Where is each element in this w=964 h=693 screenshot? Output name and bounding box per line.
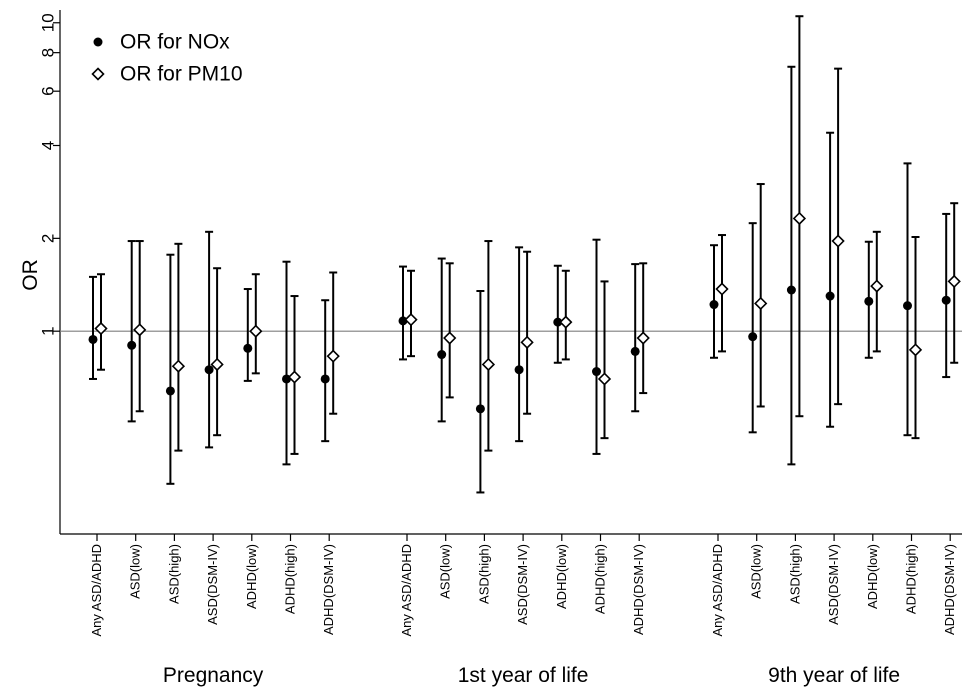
point-nox <box>165 386 175 396</box>
group-labels: Pregnancy 1st year of life 9th year of lif… <box>163 664 900 687</box>
point-nox <box>204 365 214 375</box>
point-pm10 <box>287 370 302 384</box>
x-axis: Any ASD/ADHD ASD(low) ASD(high) ASD(DSM-IV)… <box>89 534 957 636</box>
y-tick-label: 6 <box>39 86 58 95</box>
group-label: 1st year of life <box>458 664 589 687</box>
point-pm10 <box>947 274 961 289</box>
x-tick-label: ADHD(DSM-IV) <box>631 544 646 635</box>
point-pm10 <box>133 323 147 337</box>
y-tick-label: 1 <box>39 326 58 335</box>
point-pm10 <box>559 315 573 329</box>
point-nox <box>825 291 835 301</box>
x-tick-label: ASD(low) <box>128 544 143 599</box>
point-nox <box>748 332 758 342</box>
point-pm10 <box>249 324 263 338</box>
x-tick-label: ADHD(DSM-IV) <box>321 544 336 635</box>
x-tick-label: ASD(high) <box>166 544 181 604</box>
x-tick-label: ASD(low) <box>749 544 764 599</box>
x-tick-label: ASD(DSM-IV) <box>826 544 841 625</box>
x-tick-label: Any ASD/ADHD <box>710 544 725 636</box>
point-pm10 <box>210 357 224 372</box>
point-pm10 <box>792 211 807 226</box>
point-pm10 <box>870 279 884 293</box>
y-tick-label: 8 <box>39 48 58 57</box>
x-tick-label: Any ASD/ADHD <box>89 544 104 636</box>
point-pm10 <box>326 349 340 363</box>
series-layer <box>88 15 961 494</box>
point-pm10 <box>94 321 108 336</box>
x-tick-label: ADHD(low) <box>865 544 880 609</box>
point-nox <box>88 334 98 344</box>
point-pm10 <box>715 282 729 296</box>
x-tick-label: ASD(DSM-IV) <box>515 544 530 625</box>
y-tick-label: 4 <box>39 141 58 150</box>
point-nox <box>786 285 796 295</box>
series-1 <box>94 15 961 455</box>
y-tick-label: 10 <box>39 13 58 32</box>
x-tick-label: ASD(high) <box>787 544 802 604</box>
y-axis: 1 2 4 6 8 10 <box>39 13 60 336</box>
point-nox <box>514 365 524 375</box>
y-axis-title: OR <box>19 259 42 291</box>
point-pm10 <box>597 372 612 386</box>
x-tick-label: ADHD(high) <box>593 544 608 614</box>
point-pm10 <box>404 313 418 327</box>
legend-label: OR for NOx <box>120 31 230 54</box>
point-nox <box>320 374 330 384</box>
point-nox <box>864 296 874 306</box>
point-nox <box>243 343 253 353</box>
point-pm10 <box>831 234 845 248</box>
legend-marker-nox <box>93 37 103 47</box>
point-nox <box>709 300 719 310</box>
point-nox <box>903 301 912 311</box>
legend-item-0: OR for NOx <box>93 31 230 54</box>
x-tick-label: ADHD(high) <box>283 544 298 614</box>
x-tick-label: Any ASD/ADHD <box>399 544 414 636</box>
x-tick-label: ADHD(high) <box>904 544 919 614</box>
point-pm10 <box>171 359 186 373</box>
legend-marker-pm10 <box>91 67 105 81</box>
y-tick-label: 2 <box>39 234 58 243</box>
point-pm10 <box>636 331 650 345</box>
point-pm10 <box>754 296 768 311</box>
group-label: Pregnancy <box>163 664 264 687</box>
legend-label: OR for PM10 <box>120 63 243 86</box>
x-tick-label: ADHD(low) <box>554 544 569 609</box>
x-tick-label: ASD(high) <box>476 544 491 604</box>
point-nox <box>592 367 601 377</box>
point-nox <box>127 340 137 350</box>
plot-frame <box>59 10 962 535</box>
point-nox <box>941 295 951 305</box>
legend: OR for NOx OR for PM10 <box>91 31 243 86</box>
point-pm10 <box>481 357 496 372</box>
point-pm10 <box>520 335 534 349</box>
series-0 <box>88 65 951 494</box>
group-label: 9th year of life <box>768 664 900 687</box>
point-nox <box>398 316 408 326</box>
point-nox <box>475 404 485 414</box>
x-tick-label: ASD(low) <box>438 544 453 599</box>
x-tick-label: ADHD(low) <box>244 544 259 609</box>
point-nox <box>630 346 640 356</box>
point-nox <box>437 350 447 360</box>
x-tick-label: ASD(DSM-IV) <box>205 544 220 625</box>
point-nox <box>553 317 563 327</box>
point-pm10 <box>908 343 923 357</box>
legend-item-1: OR for PM10 <box>91 63 243 86</box>
point-pm10 <box>443 331 457 345</box>
x-tick-label: ADHD(DSM-IV) <box>942 544 957 635</box>
